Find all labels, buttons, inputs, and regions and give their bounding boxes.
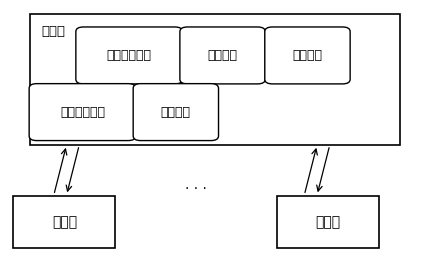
FancyBboxPatch shape [180, 27, 265, 84]
Bar [30, 13, 400, 145]
Text: 交换机: 交换机 [315, 215, 340, 229]
Text: 流量管理模块: 流量管理模块 [60, 106, 105, 119]
Text: 交换机: 交换机 [52, 215, 77, 229]
Bar [14, 197, 115, 248]
FancyBboxPatch shape [29, 84, 136, 141]
Text: . . .: . . . [185, 178, 207, 192]
FancyBboxPatch shape [265, 27, 350, 84]
Bar [277, 197, 379, 248]
FancyBboxPatch shape [133, 84, 219, 141]
Text: 计算模块: 计算模块 [207, 49, 238, 62]
Text: 状态更新模块: 状态更新模块 [106, 49, 152, 62]
FancyBboxPatch shape [76, 27, 182, 84]
Text: 控制器: 控制器 [41, 25, 65, 38]
Text: 评估模块: 评估模块 [161, 106, 191, 119]
Text: 执行模块: 执行模块 [293, 49, 322, 62]
